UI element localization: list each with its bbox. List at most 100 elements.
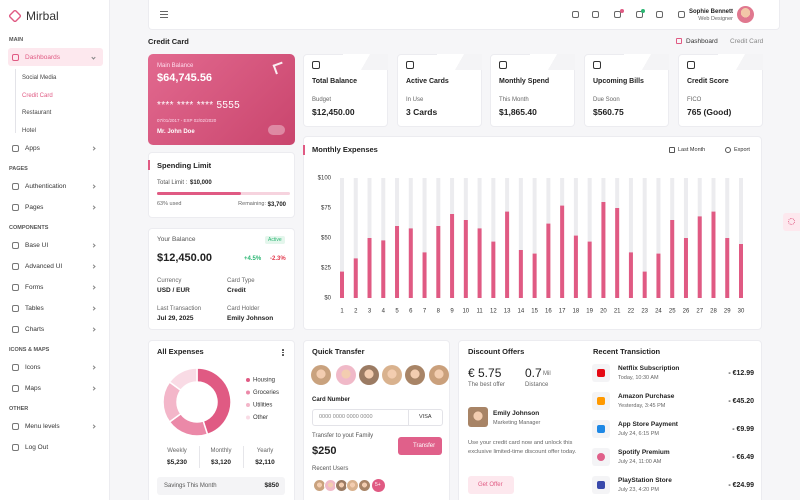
card-title: Spending Limit — [157, 161, 212, 170]
header-icon[interactable] — [614, 11, 621, 18]
user-avatar[interactable] — [382, 365, 402, 385]
menu-item[interactable]: Advanced UI — [25, 263, 63, 270]
submenu-item[interactable]: Credit Card — [22, 92, 53, 99]
x-tick-label: 25 — [669, 309, 676, 315]
menu-item[interactable]: Apps — [25, 145, 40, 152]
bar — [546, 223, 551, 298]
bar — [560, 205, 565, 298]
transaction-time: July 24, 11:00 AM — [618, 459, 662, 465]
legend-label: Other — [253, 415, 268, 421]
menu-item[interactable]: Forms — [25, 284, 44, 291]
menu-icon — [12, 54, 19, 61]
transfer-amount: $250 — [312, 445, 337, 457]
bar — [518, 250, 523, 298]
menu-icon — [12, 326, 19, 333]
stat-icon — [593, 61, 601, 69]
menu-item[interactable]: Base UI — [25, 242, 49, 249]
filter-dropdown[interactable]: Last Month — [678, 147, 706, 153]
merchant-glyph — [597, 425, 605, 433]
submenu-item[interactable]: Social Media — [22, 75, 57, 81]
settings-gear[interactable] — [788, 218, 795, 225]
submenu-item[interactable]: Hotel — [22, 127, 37, 134]
transfer-button-label[interactable]: Transfer — [413, 443, 436, 449]
person-role: Marketing Manager — [493, 420, 541, 426]
menu-item[interactable]: Authentication — [25, 183, 67, 190]
header-icon[interactable] — [678, 11, 685, 18]
menu-toggle[interactable] — [160, 14, 168, 15]
menu-icon — [12, 423, 19, 430]
header-icon[interactable] — [592, 11, 599, 18]
menu-item[interactable]: Pages — [25, 204, 44, 211]
menu-icon — [12, 263, 19, 270]
x-tick-label: 29 — [724, 309, 731, 315]
bar-track — [491, 178, 496, 298]
bar-track — [642, 178, 647, 298]
card-number: **** **** **** 5555 — [157, 100, 240, 111]
x-tick-label: 13 — [504, 309, 511, 315]
breadcrumb-home — [676, 38, 682, 44]
bar — [697, 216, 702, 298]
header-icon[interactable] — [572, 11, 579, 18]
stat-label: This Month — [499, 97, 529, 103]
merchant-glyph — [597, 481, 605, 489]
menu-toggle[interactable] — [160, 11, 168, 12]
spending-card — [148, 152, 295, 218]
bar — [450, 214, 455, 298]
field-label: Card Type — [227, 278, 255, 284]
card-input[interactable] — [312, 409, 443, 426]
user-avatar[interactable] — [359, 365, 379, 385]
merchant-glyph — [597, 369, 605, 377]
field-label: Transfer to yout Family — [312, 433, 374, 439]
menu-item[interactable]: Icons — [25, 364, 41, 371]
transaction-name: Amazon Purchase — [618, 393, 675, 400]
breadcrumb[interactable]: Dashboard — [686, 38, 718, 45]
card-holder: Mr. John Doe — [157, 129, 195, 135]
stat-value: 3 Cards — [406, 107, 438, 117]
limit-label: Total Limit : — [157, 180, 188, 186]
header-icon[interactable] — [636, 11, 643, 18]
period-value: $3,120 — [211, 459, 231, 466]
legend-label: Groceries — [253, 390, 279, 396]
bar-track — [587, 178, 592, 298]
offer-button[interactable] — [468, 476, 514, 494]
transaction-name: App Store Payment — [618, 421, 678, 428]
bar — [739, 244, 743, 298]
user-avatar[interactable] — [311, 365, 331, 385]
kebab-dot[interactable] — [282, 349, 284, 351]
transfer-button[interactable] — [398, 437, 442, 455]
x-tick-label: 15 — [531, 309, 538, 315]
field-value: USD / EUR — [157, 287, 190, 294]
bar — [463, 220, 468, 298]
breadcrumb-current: Credit Card — [730, 38, 764, 45]
export-button[interactable]: Export — [734, 147, 750, 153]
bar — [683, 238, 688, 298]
user-avatar[interactable] — [429, 365, 449, 385]
x-tick-label: 7 — [423, 309, 427, 315]
remaining-value: $3,700 — [267, 202, 286, 208]
user-avatar[interactable] — [336, 365, 356, 385]
header-bar — [148, 0, 780, 30]
offer-button-label[interactable]: Get Offer — [478, 482, 503, 488]
submenu-item[interactable]: Restaurant — [22, 110, 52, 116]
menu-icon — [12, 444, 19, 451]
header-icon[interactable] — [656, 11, 663, 18]
legend-dot — [246, 378, 250, 382]
x-tick-label: 9 — [450, 309, 454, 315]
x-tick-label: 27 — [696, 309, 703, 315]
menu-section-title: MAIN — [9, 37, 24, 43]
stat-corner — [624, 54, 669, 70]
period-label: Yearly — [256, 448, 274, 454]
menu-item[interactable]: Menu levels — [25, 423, 60, 430]
kebab-dot[interactable] — [282, 354, 284, 356]
menu-toggle[interactable] — [160, 17, 168, 18]
menu-item[interactable]: Charts — [25, 326, 45, 333]
user-avatar[interactable] — [405, 365, 425, 385]
menu-item[interactable]: Dashboards — [25, 54, 61, 61]
menu-item[interactable]: Log Out — [25, 444, 49, 451]
y-tick-label: $100 — [318, 176, 332, 182]
menu-item[interactable]: Tables — [25, 305, 44, 312]
kebab-dot[interactable] — [282, 351, 284, 353]
user-avatar[interactable] — [737, 6, 754, 23]
menu-item[interactable]: Maps — [25, 385, 41, 392]
bar — [642, 271, 647, 298]
